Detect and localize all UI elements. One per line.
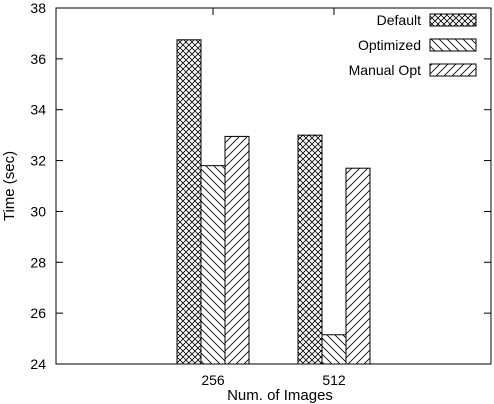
x-tick-label: 512	[322, 372, 346, 388]
bar-optimized-256	[200, 165, 226, 365]
legend-label: Default	[377, 12, 421, 28]
y-tick-label: 24	[30, 356, 46, 372]
bar-manual-opt-256	[224, 135, 250, 365]
y-tick-label: 38	[30, 0, 46, 16]
y-tick-label: 36	[30, 51, 46, 67]
legend-swatch	[429, 38, 477, 52]
x-axis-title: Num. of Images	[227, 387, 333, 404]
axes: 24 26 28 30 32 34 36 38 256 512	[30, 0, 492, 388]
legend-label: Manual Opt	[349, 62, 421, 78]
bar-default-512	[297, 134, 323, 365]
legend: Default Optimized Manual Opt	[349, 12, 477, 78]
bar-manual-opt-512	[345, 167, 371, 365]
y-tick-label: 28	[30, 254, 46, 270]
x-tick-label: 256	[201, 372, 225, 388]
bar-default-256	[176, 39, 202, 365]
bars	[176, 39, 371, 365]
y-tick-label: 32	[30, 153, 46, 169]
y-tick-label: 26	[30, 305, 46, 321]
y-tick-label: 30	[30, 203, 46, 219]
bar-optimized-512	[321, 334, 347, 365]
legend-label: Optimized	[358, 37, 421, 53]
legend-swatch	[429, 13, 477, 27]
y-axis-title: Time (sec)	[1, 151, 18, 221]
legend-swatch	[429, 63, 477, 77]
plot-frame	[55, 7, 492, 365]
y-tick-label: 34	[30, 102, 46, 118]
